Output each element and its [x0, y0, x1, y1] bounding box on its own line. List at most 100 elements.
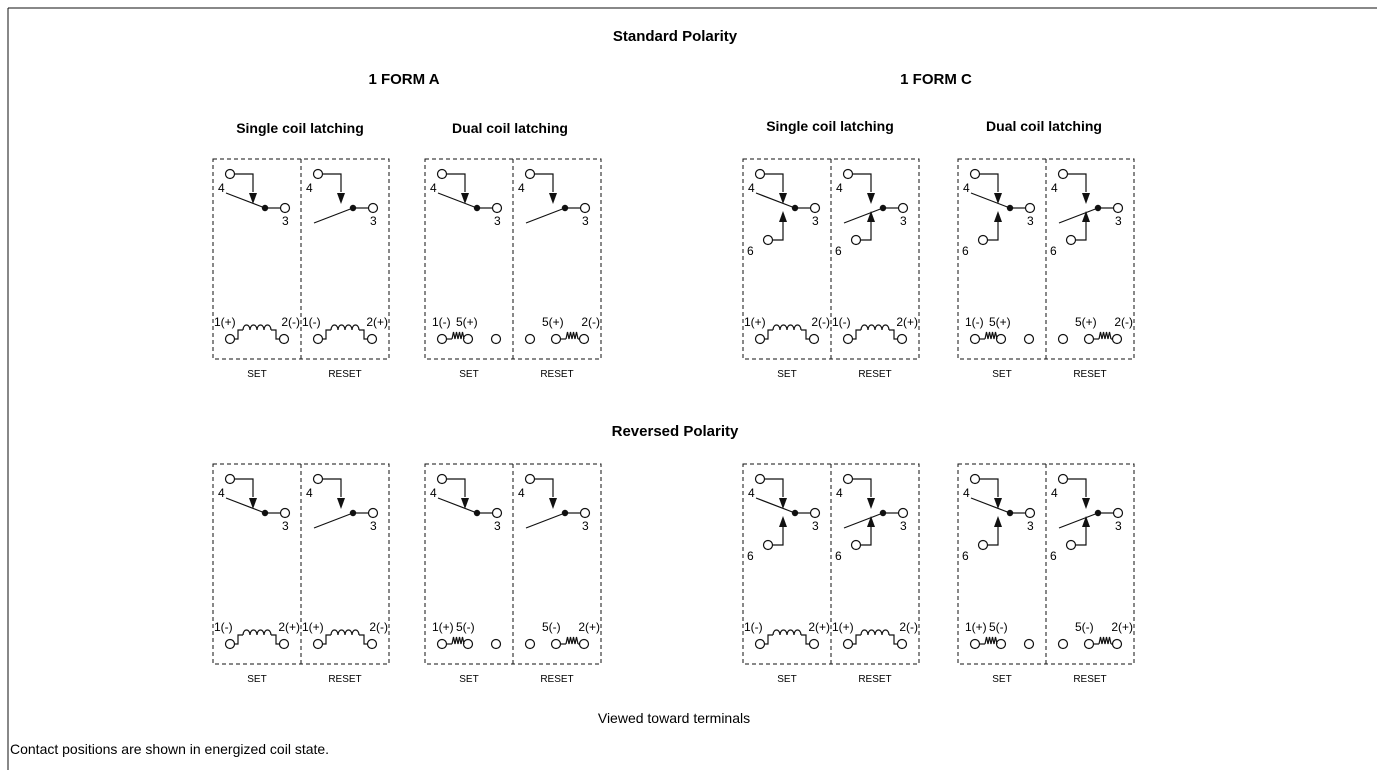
- coil-terminal-icon: [436, 333, 448, 345]
- coil-pin-label-right: 2(-): [581, 315, 600, 329]
- contact-arm: [437, 192, 478, 209]
- pin-label-4: 4: [306, 486, 313, 500]
- coil-pin-label-right: 5(-): [989, 620, 1008, 634]
- coil-pin-label-right: 5(-): [456, 620, 475, 634]
- panel-standard-form-a-dual-coil: 4 3 1(-) 5(+) SET 4 3 5(+) 2(-) RESET: [424, 158, 602, 380]
- coil-terminal-icon: [1083, 638, 1095, 650]
- coil-winding-icon: [451, 636, 465, 645]
- arrow-down-icon: [779, 498, 787, 509]
- pin-label-6: 6: [835, 549, 842, 563]
- pin-label-4: 4: [748, 181, 755, 195]
- contact-arm: [843, 512, 884, 529]
- pin-label-6: 6: [962, 244, 969, 258]
- caption-reset: RESET: [858, 369, 891, 380]
- pin-label-6: 6: [1050, 244, 1057, 258]
- coil-terminal-icon: [1111, 333, 1123, 345]
- coil-pin-label-left: 1(+): [832, 620, 854, 634]
- arrow-down-icon: [867, 193, 875, 204]
- coil-pin-label-right: 2(+): [1111, 620, 1133, 634]
- arrow-down-icon: [337, 193, 345, 204]
- terminal-pin-4-icon: [312, 473, 324, 485]
- coil-winding-icon: [984, 636, 998, 645]
- coil-pin-label-left: 5(-): [542, 620, 561, 634]
- coil-terminal-icon: [1057, 333, 1069, 345]
- arrow-down-icon: [249, 498, 257, 509]
- coil-terminal-icon: [969, 333, 981, 345]
- terminal-pin-3-icon: [1024, 507, 1036, 519]
- panel-standard-form-c-dual-coil: 4 3 6 1(-) 5(+) SET 4 3 6 5(+) 2(-) RESET: [957, 158, 1135, 380]
- arrow-down-icon: [549, 498, 557, 509]
- coil-terminal-icon: [1083, 333, 1095, 345]
- coil-winding-icon: [772, 324, 802, 331]
- pin-label-3: 3: [900, 214, 907, 228]
- coil-pin-label-left: 1(-): [432, 315, 451, 329]
- contact-arm: [313, 512, 354, 529]
- contact-arm: [225, 192, 266, 209]
- coil-winding-icon: [451, 331, 465, 340]
- terminal-pin-6-icon: [850, 234, 862, 246]
- viewed-toward-terminals-note: Viewed toward terminals: [598, 710, 750, 726]
- terminal-pin-4-icon: [224, 168, 236, 180]
- coil-pin-label-right: 2(+): [578, 620, 600, 634]
- terminal-pin-4-icon: [1057, 473, 1069, 485]
- coil-pin-label-right: 5(+): [456, 315, 478, 329]
- coil-pin-label-left: 1(-): [965, 315, 984, 329]
- arrow-up-icon: [779, 211, 787, 222]
- pin-label-3: 3: [1027, 519, 1034, 533]
- terminal-pin-4-icon: [842, 473, 854, 485]
- coil-terminal-icon: [436, 638, 448, 650]
- pin-label-4: 4: [1051, 486, 1058, 500]
- terminal-pin-4-icon: [524, 473, 536, 485]
- coil-pin-label-left: 5(+): [542, 315, 564, 329]
- coil-pin-label-left: 5(+): [1075, 315, 1097, 329]
- caption-set: SET: [777, 369, 796, 380]
- pin-label-4: 4: [836, 486, 843, 500]
- coil-terminal-icon: [896, 333, 908, 345]
- coil-winding-icon: [1098, 636, 1112, 645]
- terminal-pin-6-icon: [762, 539, 774, 551]
- coil-terminal-icon: [524, 638, 536, 650]
- coil-pin-label-right: 2(+): [808, 620, 830, 634]
- contact-arm: [755, 497, 796, 514]
- terminal-pin-3-icon: [279, 507, 291, 519]
- arrow-down-icon: [1082, 498, 1090, 509]
- subtitle-form-a-dual-coil: Dual coil latching: [452, 120, 568, 136]
- terminal-pin-3-icon: [579, 202, 591, 214]
- pin-label-4: 4: [306, 181, 313, 195]
- coil-winding-icon: [984, 331, 998, 340]
- caption-reset: RESET: [1073, 369, 1106, 380]
- terminal-pin-4-icon: [436, 168, 448, 180]
- contact-arm: [525, 207, 566, 224]
- diagram-panels: 4 3 1(+) 2(-) SET 4 3 1(-) 2(+) RESET 4 3 1(-) 5(+) SE…: [212, 158, 1135, 685]
- terminal-pin-4-icon: [312, 168, 324, 180]
- coil-terminal-icon: [366, 333, 378, 345]
- coil-winding-icon: [772, 629, 802, 636]
- pin-label-6: 6: [962, 549, 969, 563]
- contact-arm: [970, 497, 1011, 514]
- coil-winding-icon: [860, 324, 890, 331]
- terminal-pin-4-icon: [436, 473, 448, 485]
- arrow-up-icon: [867, 516, 875, 527]
- pin-label-4: 4: [518, 486, 525, 500]
- coil-pin-label-left: 1(+): [432, 620, 454, 634]
- arrow-down-icon: [994, 498, 1002, 509]
- pin-label-3: 3: [1115, 519, 1122, 533]
- coil-pin-label-left: 1(+): [214, 315, 236, 329]
- coil-winding-icon: [565, 636, 579, 645]
- terminal-pin-6-icon: [977, 234, 989, 246]
- arrow-up-icon: [867, 211, 875, 222]
- coil-terminal-icon: [969, 638, 981, 650]
- arrow-up-icon: [994, 516, 1002, 527]
- coil-pin-label-left: 1(+): [302, 620, 324, 634]
- arrow-up-icon: [994, 211, 1002, 222]
- terminal-pin-4-icon: [1057, 168, 1069, 180]
- terminal-pin-3-icon: [809, 507, 821, 519]
- caption-set: SET: [777, 674, 796, 685]
- coil-terminal-icon: [278, 638, 290, 650]
- pin-label-4: 4: [963, 486, 970, 500]
- terminal-pin-4-icon: [754, 168, 766, 180]
- coil-pin-label-right: 2(-): [369, 620, 388, 634]
- coil-terminal-icon: [1057, 638, 1069, 650]
- coil-winding-icon: [330, 629, 360, 636]
- pin-label-3: 3: [582, 214, 589, 228]
